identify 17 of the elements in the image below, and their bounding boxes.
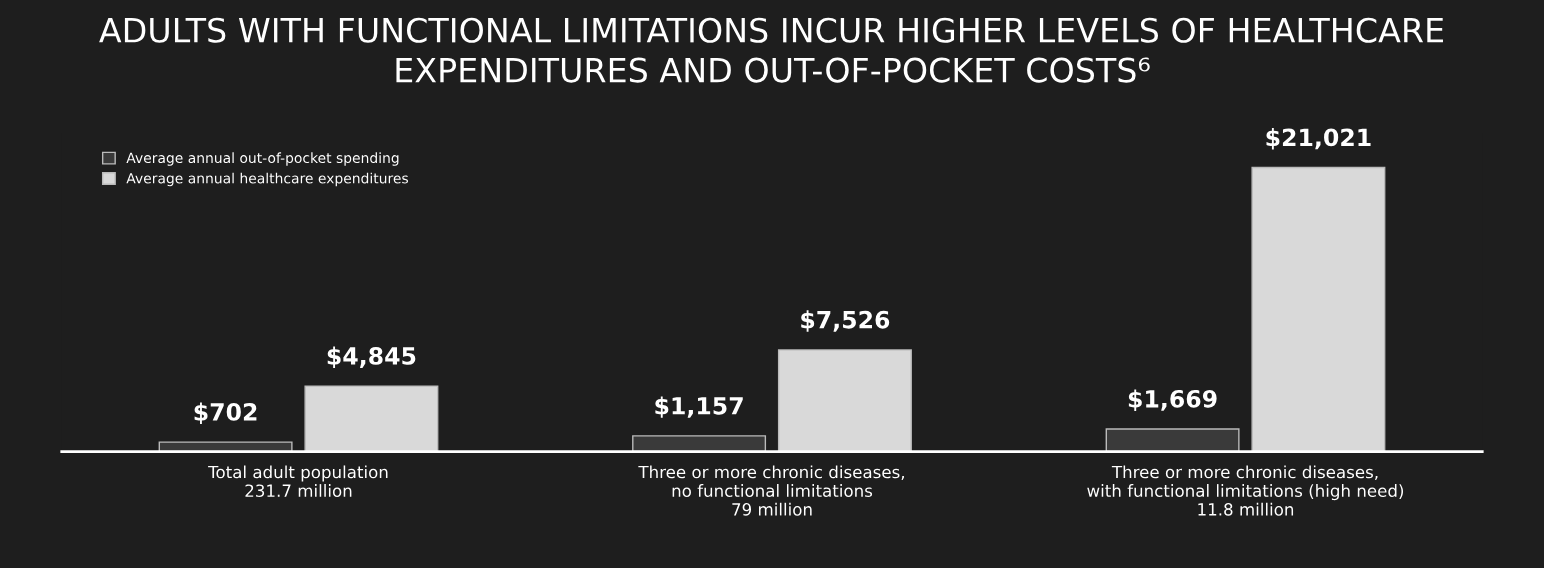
x-tick-label: Three or more chronic diseases, with functional limitations (high need) 11.8 million xyxy=(1087,465,1404,516)
bar xyxy=(632,435,767,452)
legend-label: Average annual out-of-pocket spending xyxy=(126,152,399,166)
data-label: $4,845 xyxy=(327,346,416,368)
bar xyxy=(304,385,439,452)
data-label: $21,021 xyxy=(1266,128,1371,150)
bar xyxy=(1105,428,1240,452)
bar xyxy=(1251,166,1386,452)
data-label: $702 xyxy=(194,402,257,424)
chart-title: ADULTS WITH FUNCTIONAL LIMITATIONS INCUR HIGHER LEVELS OF HEALTHCARE EXPENDITURES AND OUT-OF-POCKET COSTS⁶ xyxy=(99,17,1443,83)
data-label: $1,157 xyxy=(655,396,743,418)
data-label: $7,526 xyxy=(801,310,890,332)
data-label: $1,669 xyxy=(1128,389,1217,411)
x-tick-label: Total adult population 231.7 million xyxy=(208,465,388,498)
x-tick-label: Three or more chronic diseases, no functional limitations 79 million xyxy=(638,465,904,516)
legend-label: Average annual healthcare expenditures xyxy=(126,172,409,187)
bar xyxy=(777,349,912,452)
